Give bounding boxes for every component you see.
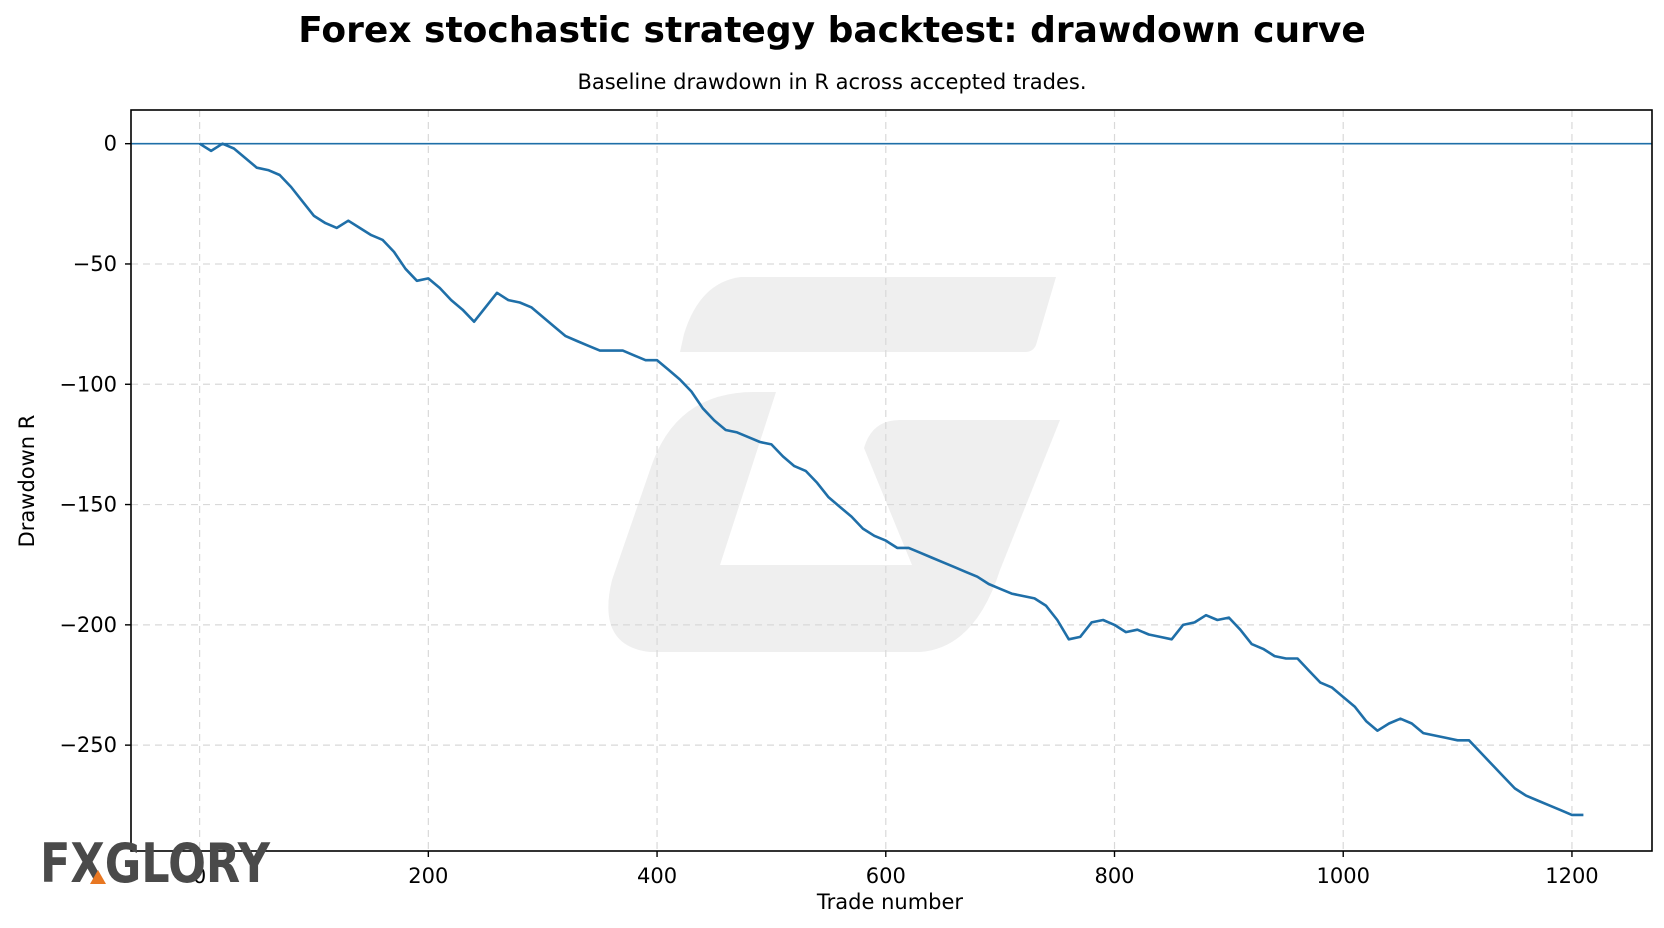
brand-logo-accent [90,870,106,884]
chart-title: Forex stochastic strategy backtest: draw… [298,10,1365,51]
x-tick-label: 1000 [1316,864,1369,888]
plot-area-frame [130,109,1653,852]
series-line [198,142,1584,817]
y-tick-label: 0 [104,132,117,156]
y-tick-label: −150 [59,493,117,517]
x-tick-label: 200 [408,864,448,888]
watermark-logo [608,277,1060,652]
x-tick-label: 1200 [1545,864,1598,888]
axis-ticks: 0 200 400 600 800 1000 1200 0 −50 −100 −150 −200 −25… [59,132,1598,888]
y-axis-label: Drawdown R [15,415,39,548]
svg-text:FXGLORY: FXGLORY [40,832,271,895]
x-tick-label: 600 [866,864,906,888]
brand-logo: FXGLORY [40,832,271,895]
x-tick-label: 800 [1094,864,1134,888]
chart-subtitle: Baseline drawdown in R across accepted t… [577,70,1086,94]
y-tick-label: −50 [73,252,117,276]
y-tick-label: −200 [59,613,117,637]
y-tick-label: −250 [59,733,117,757]
y-tick-label: −100 [59,372,117,396]
x-axis-label: Trade number [816,890,963,914]
x-tick-label: 400 [637,864,677,888]
x-tick-label: 0 [193,864,206,888]
